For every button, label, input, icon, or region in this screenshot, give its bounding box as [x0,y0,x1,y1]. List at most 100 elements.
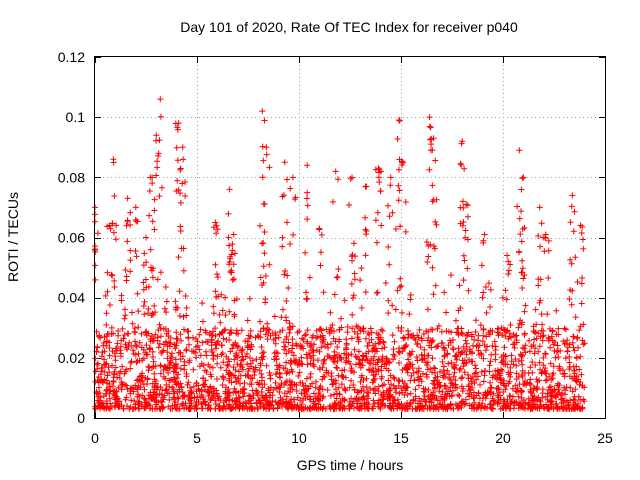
data-point [581,384,588,391]
data-point [242,399,249,406]
data-point [370,387,377,394]
data-point [120,405,127,412]
data-point [241,379,248,386]
data-point [280,192,287,199]
data-point [385,297,392,304]
data-point [182,292,189,299]
data-point [202,367,209,374]
data-point [208,373,215,380]
data-point [341,350,348,357]
data-point [140,279,147,286]
data-point [141,250,148,257]
data-point [524,379,531,386]
data-point [259,143,266,150]
data-point [508,358,515,365]
data-point [143,234,149,241]
data-point [156,405,163,412]
data-point [378,367,385,374]
data-point [465,382,472,389]
data-point [135,308,142,315]
data-point [102,292,109,299]
data-point [358,388,365,395]
data-point [542,377,549,384]
data-point [269,392,276,399]
data-point [319,395,326,402]
data-point [457,365,464,372]
data-point [324,341,331,348]
data-point [569,287,576,294]
data-point [459,138,466,145]
data-point [564,337,571,344]
data-point [375,334,382,341]
data-point [293,342,300,349]
data-point [501,396,508,403]
data-point [521,308,528,315]
data-point [172,298,179,305]
data-point [260,395,267,402]
data-point [146,405,153,412]
data-point [154,158,161,165]
data-point [231,385,238,392]
data-point [177,165,184,172]
data-point [260,200,267,207]
data-point [375,356,382,363]
data-point [147,344,154,351]
data-point [339,405,346,412]
data-point [141,298,148,305]
data-point [353,323,360,330]
data-point [117,343,124,350]
data-point [279,243,286,250]
data-point [423,361,430,368]
data-point [407,351,414,358]
data-point [375,165,382,172]
data-point [196,346,203,353]
data-point [554,404,561,411]
data-point [177,223,184,230]
data-point [459,349,466,356]
data-point [489,395,496,402]
data-point [320,289,327,296]
data-point [349,311,356,318]
data-point [334,343,341,350]
data-point [343,354,350,361]
data-point [359,352,366,359]
data-point [450,373,457,380]
data-point [253,387,260,394]
data-point [426,342,433,349]
data-point [210,394,217,401]
data-point [96,397,103,404]
data-point [490,390,497,397]
data-point [482,347,489,354]
data-point [247,360,254,367]
data-point [571,208,578,215]
data-point [487,379,494,386]
data-point [303,375,310,382]
data-point [95,384,102,391]
data-point [128,397,135,404]
data-point [370,357,377,364]
data-point [294,402,301,409]
data-point [300,336,307,343]
data-point [371,375,378,382]
data-point [110,377,117,384]
data-point [125,330,132,337]
data-point [348,395,355,402]
data-point [304,386,311,393]
data-point [399,309,406,316]
data-point [422,386,429,393]
data-point [131,397,138,404]
data-point [516,400,523,407]
data-point [366,366,373,373]
data-point [255,381,262,388]
data-point [463,340,470,347]
data-point [257,328,264,335]
data-point [330,335,337,342]
data-point [248,341,255,348]
data-point [226,242,233,249]
data-point [458,398,465,405]
data-point [260,157,267,164]
data-point [266,326,273,333]
data-point [522,342,529,349]
data-point [480,289,487,296]
data-point [155,150,162,157]
